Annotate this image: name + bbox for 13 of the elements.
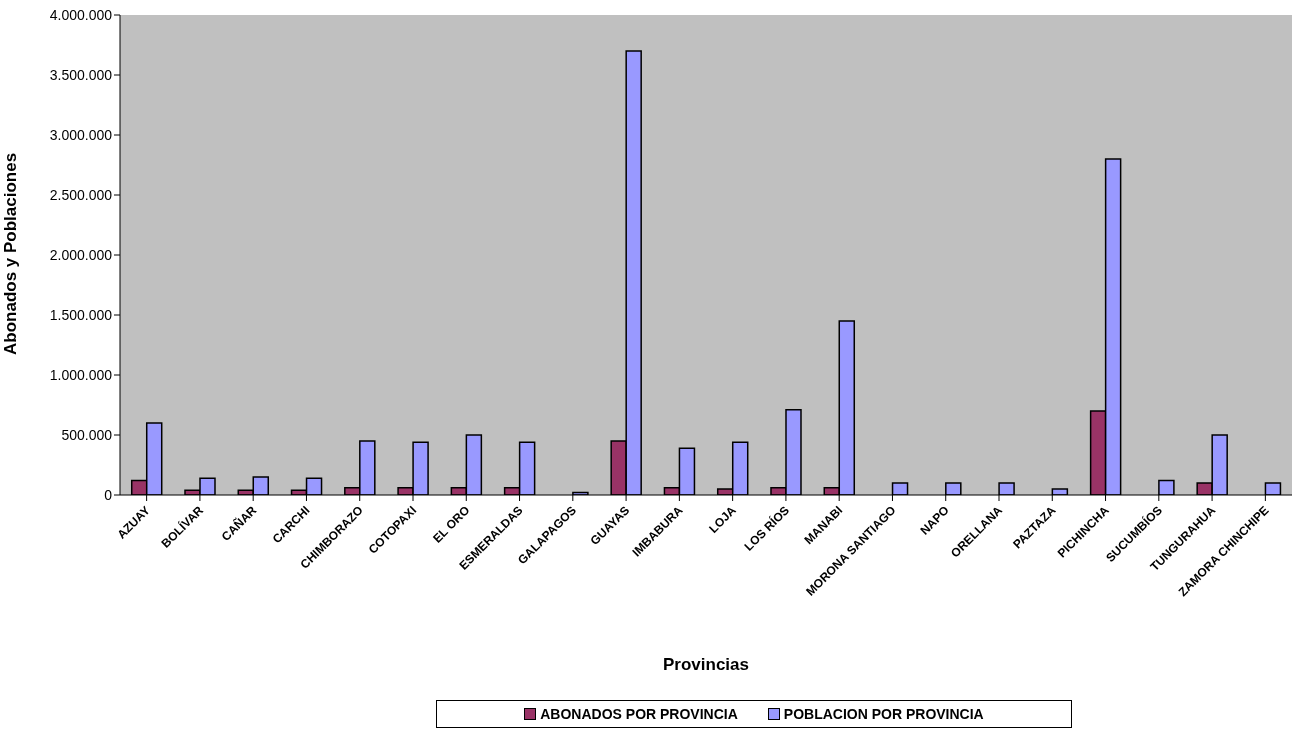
legend-label: POBLACION POR PROVINCIA bbox=[782, 706, 984, 722]
y-tick-label: 3.500.000 bbox=[49, 66, 113, 83]
y-tick-label: 2.000.000 bbox=[49, 246, 113, 263]
y-tick-label: 1.500.000 bbox=[49, 306, 113, 323]
legend-label: ABONADOS POR PROVINCIA bbox=[539, 706, 738, 722]
y-tick-label: 4.000.000 bbox=[49, 6, 113, 23]
y-tick-label: 1.000.000 bbox=[49, 366, 113, 383]
x-axis-title: Provincias bbox=[663, 655, 749, 674]
y-axis-title: Abonados y Poblaciones bbox=[1, 152, 21, 355]
y-tick-label: 500.000 bbox=[61, 426, 113, 443]
y-tick-label: 2.500.000 bbox=[49, 186, 113, 203]
y-tick-label: 3.000.000 bbox=[49, 126, 113, 143]
y-tick-label: 0 bbox=[104, 486, 113, 503]
